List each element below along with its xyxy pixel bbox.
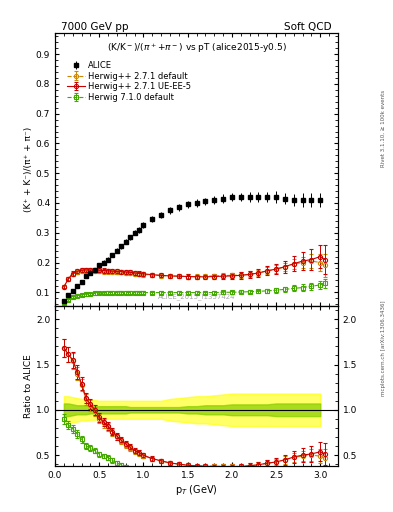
X-axis label: p$_T$ (GeV): p$_T$ (GeV) (175, 482, 218, 497)
Y-axis label: (K⁺ + K⁻)/(π⁺ + π⁻): (K⁺ + K⁻)/(π⁺ + π⁻) (24, 127, 33, 212)
Text: 7000 GeV pp: 7000 GeV pp (61, 22, 129, 32)
Text: ALICE_2015_I1357424: ALICE_2015_I1357424 (158, 293, 235, 300)
Text: mcplots.cern.ch [arXiv:1306.3436]: mcplots.cern.ch [arXiv:1306.3436] (381, 301, 386, 396)
Text: (K/K$^-$)/($\pi^+$+$\pi^-$) vs pT (alice2015-y0.5): (K/K$^-$)/($\pi^+$+$\pi^-$) vs pT (alice… (107, 41, 286, 55)
Legend: ALICE, Herwig++ 2.7.1 default, Herwig++ 2.7.1 UE-EE-5, Herwig 7.1.0 default: ALICE, Herwig++ 2.7.1 default, Herwig++ … (65, 59, 193, 103)
Text: Soft QCD: Soft QCD (285, 22, 332, 32)
Text: Rivet 3.1.10, ≥ 100k events: Rivet 3.1.10, ≥ 100k events (381, 90, 386, 166)
Y-axis label: Ratio to ALICE: Ratio to ALICE (24, 354, 33, 418)
